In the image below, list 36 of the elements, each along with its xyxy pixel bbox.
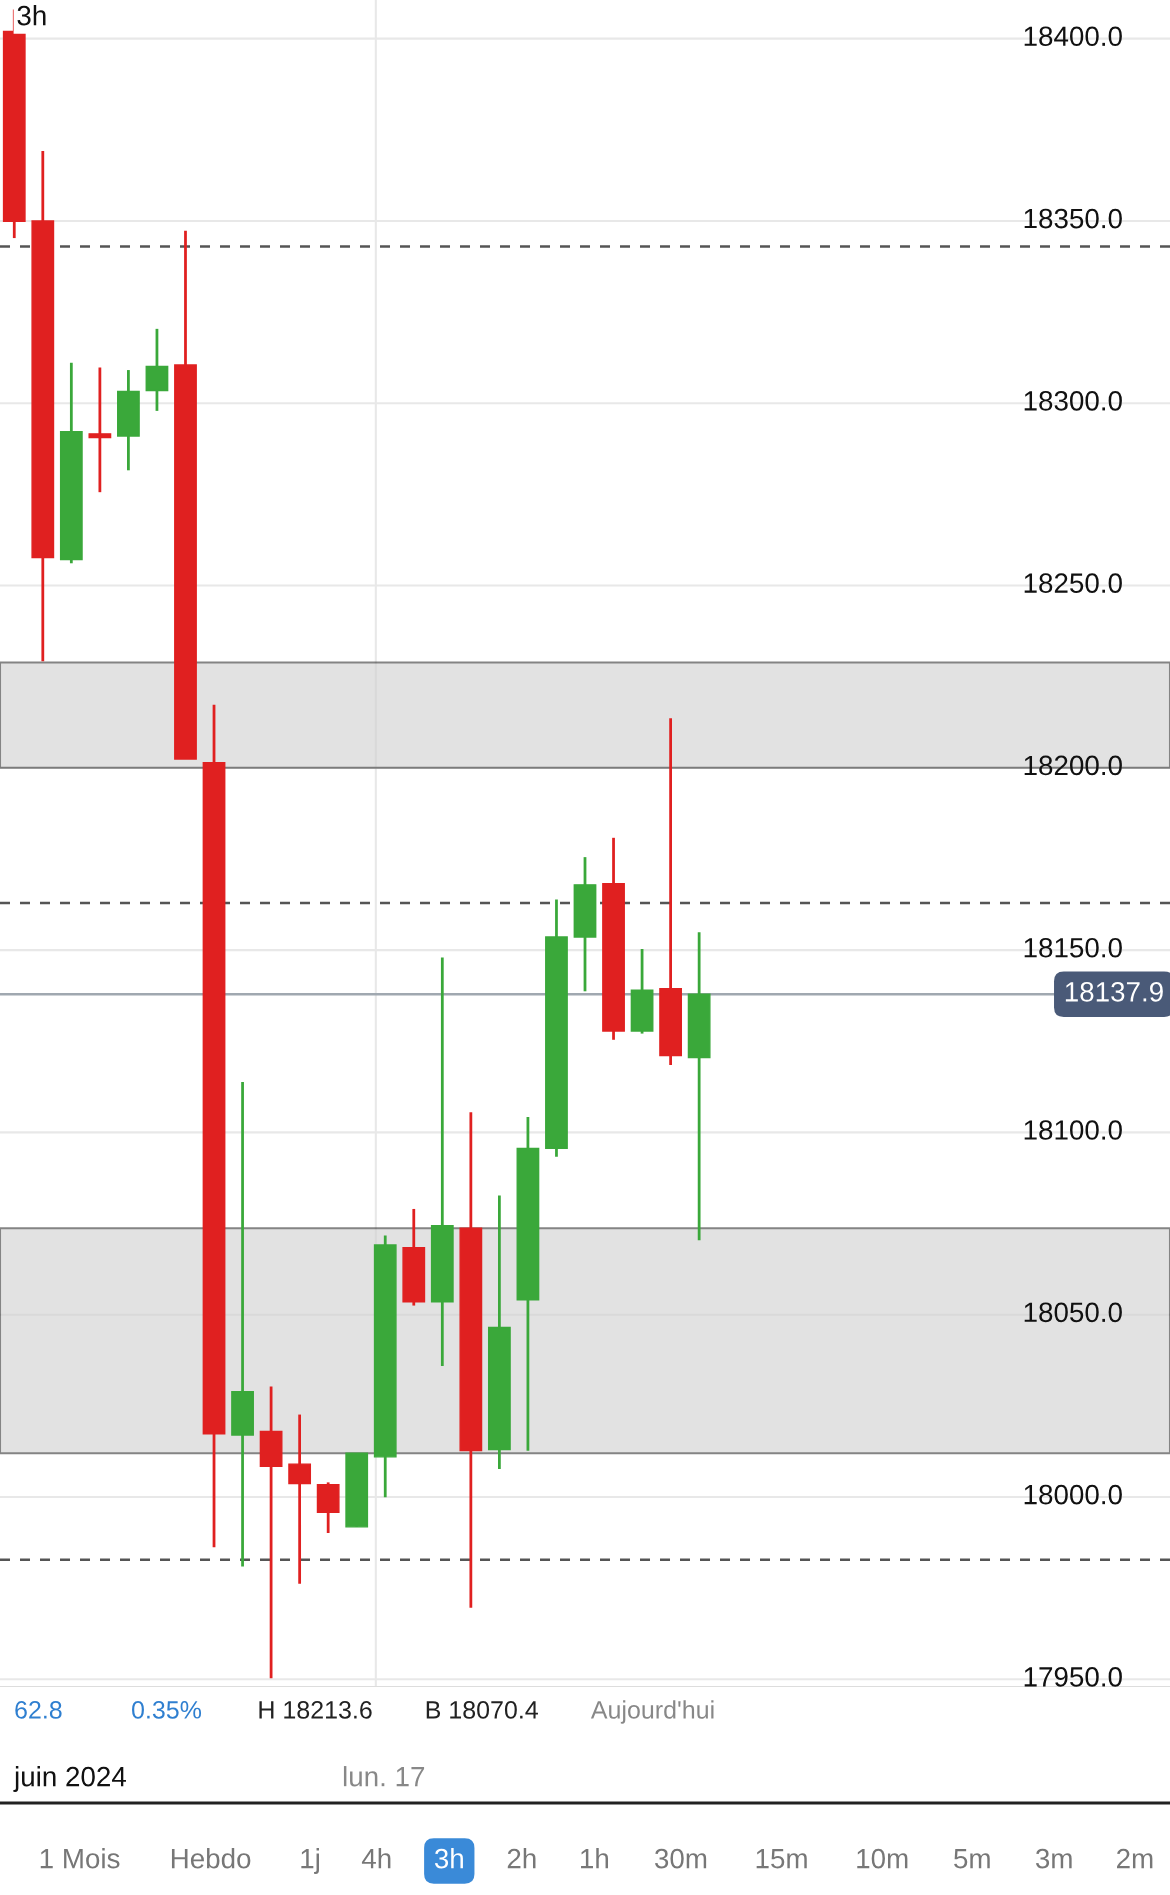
y-tick-label: 18300.0: [1024, 391, 1122, 411]
y-tick-label: 18100.0: [1024, 1120, 1122, 1140]
y-tick-label: 18050.0: [1024, 1302, 1122, 1323]
y-tick-label: 18000.0: [1024, 1484, 1122, 1505]
text: 62.8: [15, 1701, 62, 1719]
text: 2m: [1117, 1848, 1153, 1869]
text: 1 Mois: [40, 1848, 120, 1869]
text: 3m: [1035, 1848, 1072, 1869]
text: Aujourd'hui: [590, 1700, 714, 1724]
text: 10m: [857, 1848, 908, 1869]
candlestick: [88, 366, 112, 494]
text: juin 2024: [13, 1766, 126, 1792]
text: lun. 17: [343, 1766, 425, 1787]
y-tick-label: 18400.0: [1024, 26, 1122, 47]
candlestick: [288, 1413, 312, 1586]
text: H 18213.6: [259, 1701, 372, 1719]
text: 3h: [434, 1848, 463, 1869]
text: 1j: [301, 1848, 319, 1874]
candlestick: [259, 1385, 283, 1680]
text: 0.35%: [132, 1701, 202, 1719]
y-tick-label: 18350.0: [1024, 208, 1122, 229]
y-tick-label: 18150.0: [1024, 937, 1122, 958]
ref-line-label: 18137.9: [1065, 982, 1163, 1002]
y-tick-label: 18200.0: [1024, 755, 1122, 776]
text: 4h: [361, 1848, 391, 1869]
text: 15m: [756, 1849, 807, 1869]
text: Hebdo: [171, 1848, 251, 1869]
text: 30m: [654, 1848, 707, 1869]
text: 5m: [954, 1849, 990, 1869]
text: 2h: [507, 1848, 536, 1869]
candlestick: [231, 1080, 254, 1568]
text: 1h: [581, 1848, 609, 1869]
y-tick-label: 18250.0: [1024, 573, 1122, 593]
chart-title: 3h: [17, 5, 46, 26]
y-tick-label: 17950.0: [1024, 1667, 1122, 1687]
text: B 18070.4: [426, 1701, 538, 1719]
